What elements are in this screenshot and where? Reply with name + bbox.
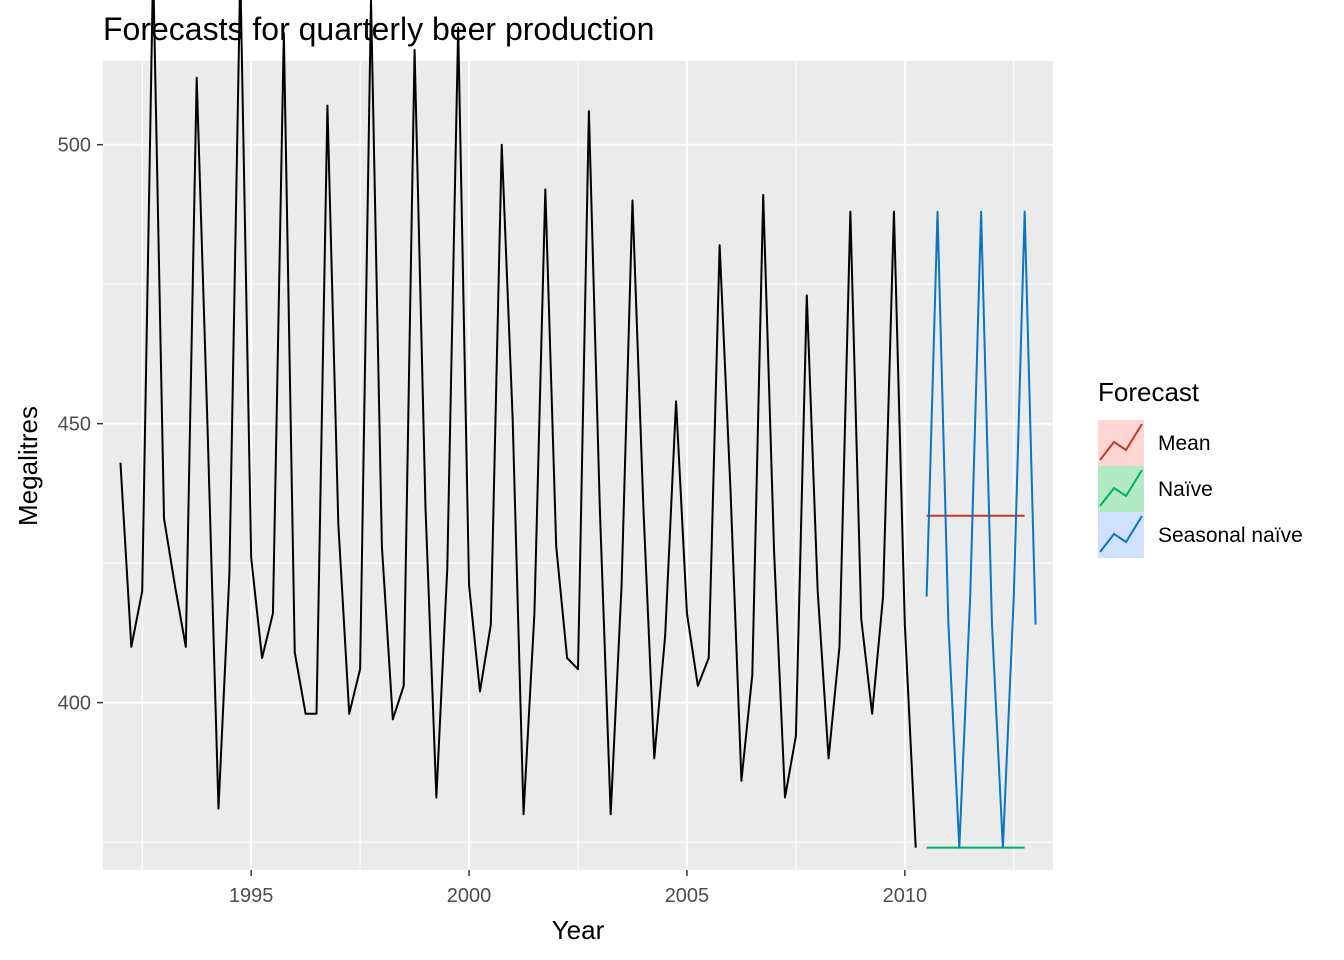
legend: Forecast Mean Naïve Seasonal naïve	[1098, 377, 1303, 558]
minor-gridlines	[103, 61, 1053, 870]
x-axis-title: Year	[552, 915, 605, 945]
x-axis-ticks: 1995 2000 2005 2010	[229, 870, 927, 907]
x-tick-label: 2010	[883, 885, 928, 907]
y-tick-label: 500	[58, 135, 91, 157]
legend-key-swatch	[1098, 420, 1144, 466]
legend-label: Naïve	[1158, 478, 1213, 501]
y-tick-label: 400	[58, 693, 91, 715]
chart-title: Forecasts for quarterly beer production	[103, 11, 654, 47]
legend-label: Seasonal naïve	[1158, 524, 1303, 547]
y-axis-title: Megalitres	[13, 406, 43, 526]
x-tick-label: 2005	[665, 885, 710, 907]
legend-key-swatch	[1098, 466, 1144, 512]
major-gridlines	[103, 61, 1053, 870]
series-line-seasonal-na-ve	[925, 210, 1037, 849]
legend-keys: Mean Naïve Seasonal naïve	[1098, 420, 1303, 558]
x-tick-label: 1995	[229, 885, 274, 907]
legend-label: Mean	[1158, 432, 1211, 455]
y-tick-label: 450	[58, 414, 91, 436]
y-axis-ticks: 400 450 500	[58, 135, 103, 715]
legend-title: Forecast	[1098, 377, 1200, 407]
legend-key-line	[1099, 515, 1143, 553]
legend-key-line	[1099, 469, 1143, 507]
legend-key-line	[1099, 423, 1143, 461]
series-lines	[119, 0, 1037, 849]
legend-key-swatch	[1098, 512, 1144, 558]
actual-series-line	[119, 0, 917, 848]
x-tick-label: 2000	[447, 885, 492, 907]
